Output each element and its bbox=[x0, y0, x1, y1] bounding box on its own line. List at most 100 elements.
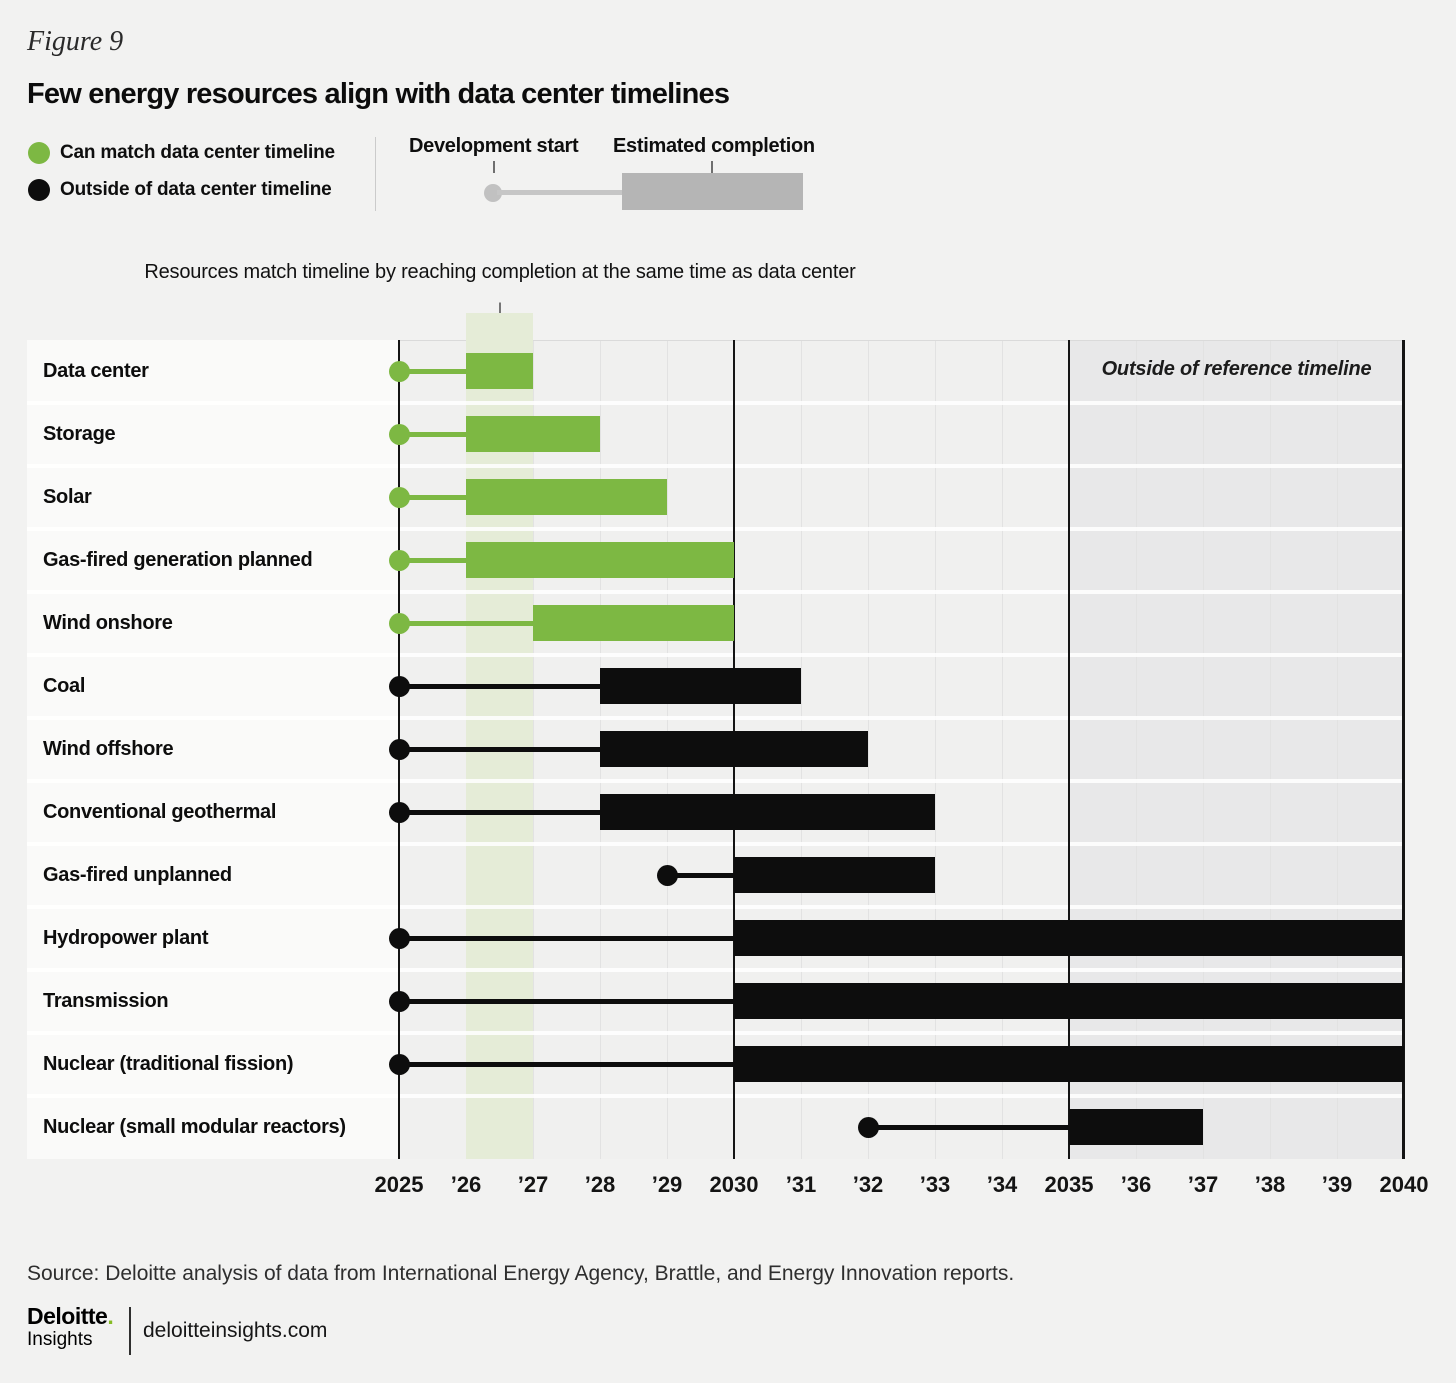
completion-bar bbox=[533, 605, 734, 641]
axis-tick-label: ’34 bbox=[986, 1172, 1018, 1197]
row-label: Storage bbox=[43, 423, 116, 445]
completion-bar bbox=[466, 353, 533, 389]
legend-divider bbox=[375, 137, 376, 211]
row-label: Coal bbox=[43, 675, 86, 697]
plot-top-line bbox=[399, 340, 1404, 341]
axis-tick-label: ’27 bbox=[517, 1172, 549, 1197]
legend-item-match: Can match data center timeline bbox=[28, 141, 335, 165]
annotation-text: Resources match timeline by reaching com… bbox=[144, 261, 856, 283]
deloitte-logo-text: Deloitte bbox=[27, 1303, 108, 1329]
development-start-label: Development start bbox=[409, 135, 579, 157]
axis-tick-label: ’29 bbox=[651, 1172, 683, 1197]
year-gridline bbox=[1337, 340, 1338, 1159]
row-label: Nuclear (small modular reactors) bbox=[43, 1116, 346, 1138]
deloitte-logo: Deloitte. bbox=[27, 1303, 114, 1330]
row-label: Transmission bbox=[43, 990, 169, 1012]
gantt-connector bbox=[399, 936, 734, 941]
development-start-dot bbox=[389, 676, 410, 697]
development-start-dot bbox=[858, 1117, 879, 1138]
legend-item-outside: Outside of data center timeline bbox=[28, 178, 332, 202]
row-label: Gas-fired generation planned bbox=[43, 549, 313, 571]
year-gridline bbox=[935, 340, 936, 1159]
footer-divider bbox=[129, 1307, 131, 1355]
completion-bar bbox=[734, 1046, 1404, 1082]
gantt-connector bbox=[399, 621, 533, 626]
outside-legend-dot bbox=[28, 179, 50, 201]
row-label: Nuclear (traditional fission) bbox=[43, 1053, 294, 1075]
gantt-connector bbox=[868, 1125, 1069, 1130]
match-legend-dot bbox=[28, 142, 50, 164]
gantt-connector bbox=[399, 495, 466, 500]
year-gridline bbox=[868, 340, 869, 1159]
completion-bar bbox=[734, 983, 1404, 1019]
axis-tick-label: ’32 bbox=[852, 1172, 884, 1197]
axis-tick-label: ’33 bbox=[919, 1172, 951, 1197]
development-start-dot bbox=[389, 1054, 410, 1075]
development-start-dot bbox=[389, 550, 410, 571]
development-start-dot bbox=[389, 991, 410, 1012]
completion-bar bbox=[734, 920, 1404, 956]
gantt-connector bbox=[399, 369, 466, 374]
row-separator bbox=[27, 1031, 1404, 1035]
completion-bar bbox=[466, 542, 734, 578]
development-start-marker-dot bbox=[484, 184, 502, 202]
development-start-dot bbox=[389, 361, 410, 382]
row-separator bbox=[27, 1094, 1404, 1098]
row-separator bbox=[27, 779, 1404, 783]
completion-bar bbox=[466, 479, 667, 515]
axis-tick-label: ’28 bbox=[584, 1172, 616, 1197]
source-note: Source: Deloitte analysis of data from I… bbox=[27, 1262, 1015, 1285]
completion-bar bbox=[600, 668, 801, 704]
row-label: Wind offshore bbox=[43, 738, 174, 760]
development-start-tick bbox=[493, 161, 495, 173]
gantt-connector bbox=[399, 999, 734, 1004]
estimated-completion-label: Estimated completion bbox=[613, 135, 815, 157]
deloitte-logo-green-dot: . bbox=[107, 1303, 114, 1329]
row-separator bbox=[27, 905, 1404, 909]
gantt-connector bbox=[667, 873, 734, 878]
year-gridline bbox=[1002, 340, 1003, 1159]
axis-tick-label: ’26 bbox=[450, 1172, 482, 1197]
row-separator bbox=[27, 590, 1404, 594]
gantt-connector bbox=[399, 558, 466, 563]
plot-right-border bbox=[1402, 340, 1405, 1159]
legend-label-match: Can match data center timeline bbox=[60, 142, 335, 163]
row-label: Data center bbox=[43, 360, 149, 382]
development-start-dot bbox=[389, 802, 410, 823]
marker-connector-line bbox=[497, 190, 622, 195]
year-gridline bbox=[1203, 340, 1204, 1159]
row-separator bbox=[27, 464, 1404, 468]
row-label: Wind onshore bbox=[43, 612, 173, 634]
gantt-connector bbox=[399, 747, 600, 752]
estimated-completion-tick bbox=[711, 161, 713, 173]
row-separator bbox=[27, 716, 1404, 720]
row-separator bbox=[27, 653, 1404, 657]
axis-tick-label: 2035 bbox=[1044, 1172, 1094, 1197]
development-start-dot bbox=[389, 613, 410, 634]
year-gridline bbox=[1270, 340, 1271, 1159]
axis-tick-label: ’36 bbox=[1120, 1172, 1152, 1197]
completion-bar bbox=[734, 857, 935, 893]
year-gridline bbox=[1136, 340, 1137, 1159]
legend-label-outside: Outside of data center timeline bbox=[60, 179, 332, 200]
completion-bar bbox=[600, 794, 935, 830]
axis-tick-label: 2030 bbox=[709, 1172, 759, 1197]
gantt-connector bbox=[399, 1062, 734, 1067]
development-start-dot bbox=[389, 487, 410, 508]
row-label-column bbox=[27, 340, 399, 1159]
row-separator bbox=[27, 968, 1404, 972]
deloitteinsights-link[interactable]: deloitteinsights.com bbox=[143, 1319, 328, 1342]
row-label: Hydropower plant bbox=[43, 927, 209, 949]
completion-bar bbox=[466, 416, 600, 452]
row-separator bbox=[27, 842, 1404, 846]
row-separator bbox=[27, 401, 1404, 405]
row-label: Solar bbox=[43, 486, 92, 508]
axis-tick-label: ’38 bbox=[1254, 1172, 1286, 1197]
development-start-dot bbox=[389, 424, 410, 445]
gantt-connector bbox=[399, 684, 600, 689]
decade-line bbox=[1068, 340, 1070, 1159]
deloitte-insights-text: Insights bbox=[27, 1329, 93, 1350]
development-start-dot bbox=[389, 739, 410, 760]
page-title: Few energy resources align with data cen… bbox=[27, 78, 730, 110]
development-start-dot bbox=[657, 865, 678, 886]
